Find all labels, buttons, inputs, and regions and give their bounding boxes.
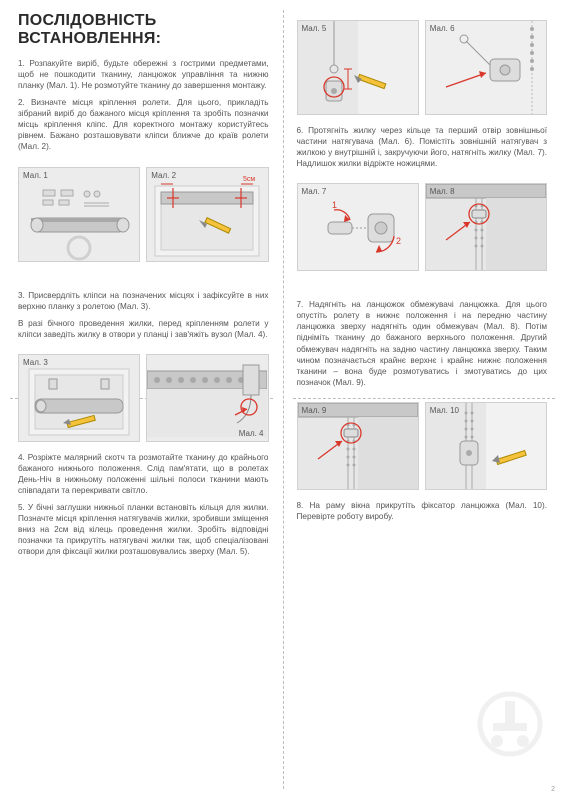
figure-1: Мал. 1 <box>18 167 140 262</box>
figure-5: Мал. 5 <box>297 20 419 115</box>
page-title: ПОСЛІДОВНІСТЬ ВСТАНОВЛЕННЯ: <box>18 12 269 48</box>
figure-label: Мал. 7 <box>302 187 327 196</box>
vertical-divider <box>283 10 284 789</box>
step-3: 3. Присвердліть кліпси на позначених міс… <box>18 290 269 312</box>
diagram-limiter2-icon <box>298 403 418 490</box>
figure-9: Мал. 9 <box>297 402 419 490</box>
diagram-drilling-icon <box>19 355 139 442</box>
page-number: 2 <box>551 786 555 793</box>
figure-label: Мал. 8 <box>430 187 455 196</box>
figure-label: Мал. 10 <box>430 406 459 415</box>
figure-4: Мал. 4 <box>146 354 268 442</box>
diagram-tensioner-icon <box>298 21 418 115</box>
figure-label: Мал. 4 <box>239 429 264 438</box>
step-3b: В разі бічного проведення жилки, перед к… <box>18 318 269 340</box>
step-5: 5. У бічні заглушки нижньої планки встан… <box>18 502 269 557</box>
svg-text:1: 1 <box>332 200 337 210</box>
figure-label: Мал. 2 <box>151 171 176 180</box>
diagram-chain-fix-icon <box>426 403 546 490</box>
watermark-icon <box>475 689 545 759</box>
step-4: 4. Розріжте малярний скотч та розмотайте… <box>18 452 269 496</box>
figure-label: Мал. 5 <box>302 24 327 33</box>
figure-10: Мал. 10 <box>425 402 547 490</box>
step-2: 2. Визначте місця кріплення ролети. Для … <box>18 97 269 152</box>
figure-row-4: Мал. 7 1 2 Мал. 8 <box>297 183 548 271</box>
diagram-unpacking-icon <box>19 168 139 262</box>
figure-8: Мал. 8 <box>425 183 547 271</box>
diagram-thread-through-icon <box>426 21 546 115</box>
horizontal-divider-right <box>293 398 556 399</box>
diagram-marking-icon: 5см <box>147 168 267 262</box>
figure-7: Мал. 7 1 2 <box>297 183 419 271</box>
figure-6: Мал. 6 <box>425 20 547 115</box>
svg-text:5см: 5см <box>243 176 255 183</box>
step-7: 7. Надягніть на ланцюжок обмежувачі ланц… <box>297 299 548 388</box>
figure-row-1: Мал. 1 Мал. 2 <box>18 167 269 262</box>
figure-label: Мал. 9 <box>302 406 327 415</box>
figure-label: Мал. 3 <box>23 358 48 367</box>
figure-row-3: Мал. 5 Мал. 6 <box>297 20 548 115</box>
right-column: Мал. 5 Мал. 6 <box>283 0 565 799</box>
figure-label: Мал. 1 <box>23 171 48 180</box>
step-1: 1. Розпакуйте виріб, будьте обережні з г… <box>18 58 269 91</box>
diagram-screw-icon: 1 2 <box>298 184 418 271</box>
figure-row-5: Мал. 9 <box>297 402 548 490</box>
figure-2: Мал. 2 5см <box>146 167 268 262</box>
svg-text:2: 2 <box>396 236 401 246</box>
diagram-limiter-icon <box>426 184 546 271</box>
figure-label: Мал. 6 <box>430 24 455 33</box>
step-8: 8. На раму вікна прикрутіть фіксатор лан… <box>297 500 548 522</box>
step-6: 6. Протягніть жилку через кільце та перш… <box>297 125 548 169</box>
left-column: ПОСЛІДОВНІСТЬ ВСТАНОВЛЕННЯ: 1. Розпакуйт… <box>0 0 283 799</box>
figure-3: Мал. 3 <box>18 354 140 442</box>
